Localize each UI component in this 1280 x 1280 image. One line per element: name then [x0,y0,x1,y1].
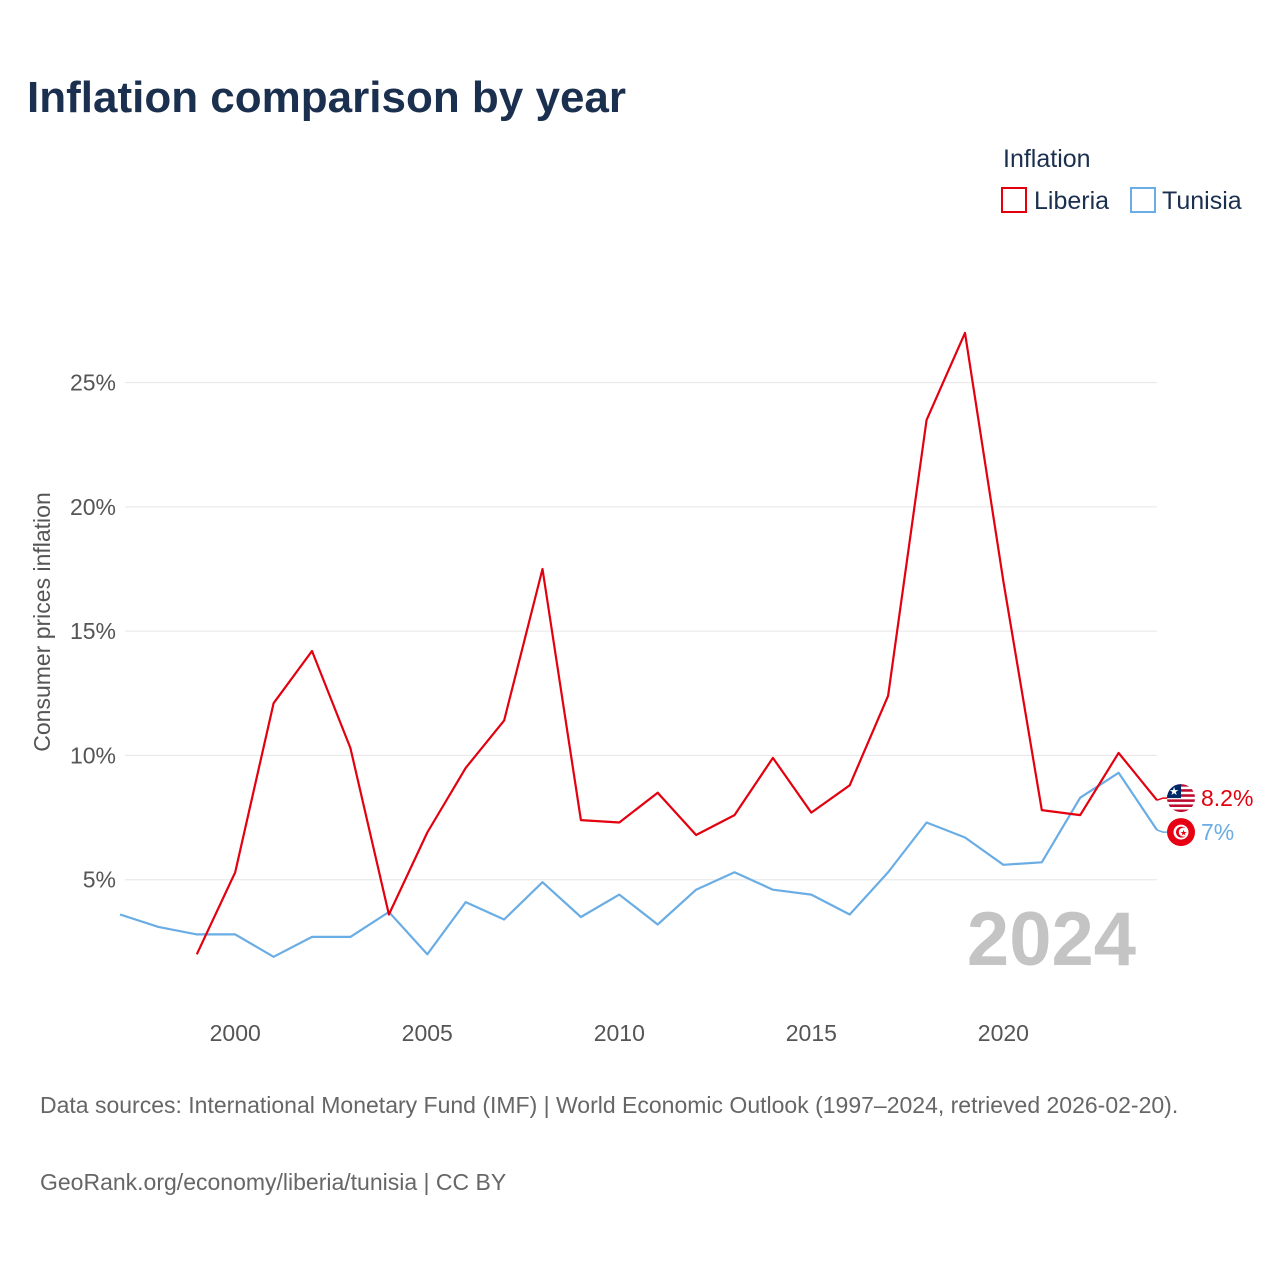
legend-label-tunisia: Tunisia [1162,187,1242,215]
gridlines [125,382,1157,881]
y-tick-label: 10% [70,742,116,768]
chart: Inflation comparison by year Inflation L… [27,73,1253,1046]
end-markers: ★ 8.2% ★ 7% [1156,784,1253,847]
tunisia-flag-icon: ★ [1167,818,1195,847]
footer-credit[interactable]: GeoRank.org/economy/liberia/tunisia | CC… [40,1169,507,1195]
legend-swatch-liberia [1001,187,1027,213]
legend-label-liberia: Liberia [1034,187,1109,215]
end-label-tunisia: 7% [1201,819,1234,845]
legend-item-liberia[interactable]: Liberia [1001,187,1109,215]
svg-text:★: ★ [1169,786,1179,798]
y-axis-ticks: 5% 10% 15% 20% 25% [70,370,116,893]
chart-title: Inflation comparison by year [27,73,626,122]
series-line-liberia[interactable] [195,331,1158,955]
x-tick-label: 2000 [210,1020,261,1046]
series-line-tunisia[interactable] [119,771,1158,958]
end-label-liberia: 8.2% [1201,785,1253,811]
svg-text:★: ★ [1180,828,1187,837]
legend-item-tunisia[interactable]: Tunisia [1130,187,1242,215]
x-tick-label: 2005 [402,1020,453,1046]
series-lines [119,331,1158,958]
y-tick-label: 5% [83,867,116,893]
x-tick-label: 2010 [594,1020,645,1046]
footer-sources: Data sources: International Monetary Fun… [40,1092,1179,1118]
x-axis-ticks: 2000 2005 2010 2015 2020 [210,1020,1029,1046]
year-watermark: 2024 [967,897,1136,982]
legend-title: Inflation [1003,145,1091,173]
y-tick-label: 15% [70,618,116,644]
y-axis-label: Consumer prices inflation [29,492,55,752]
legend: Inflation Liberia Tunisia [1001,145,1242,215]
legend-swatch-tunisia [1130,187,1156,213]
y-tick-label: 25% [70,370,116,396]
liberia-flag-icon: ★ [1167,784,1195,813]
x-tick-label: 2020 [978,1020,1029,1046]
x-tick-label: 2015 [786,1020,837,1046]
y-tick-label: 20% [70,494,116,520]
